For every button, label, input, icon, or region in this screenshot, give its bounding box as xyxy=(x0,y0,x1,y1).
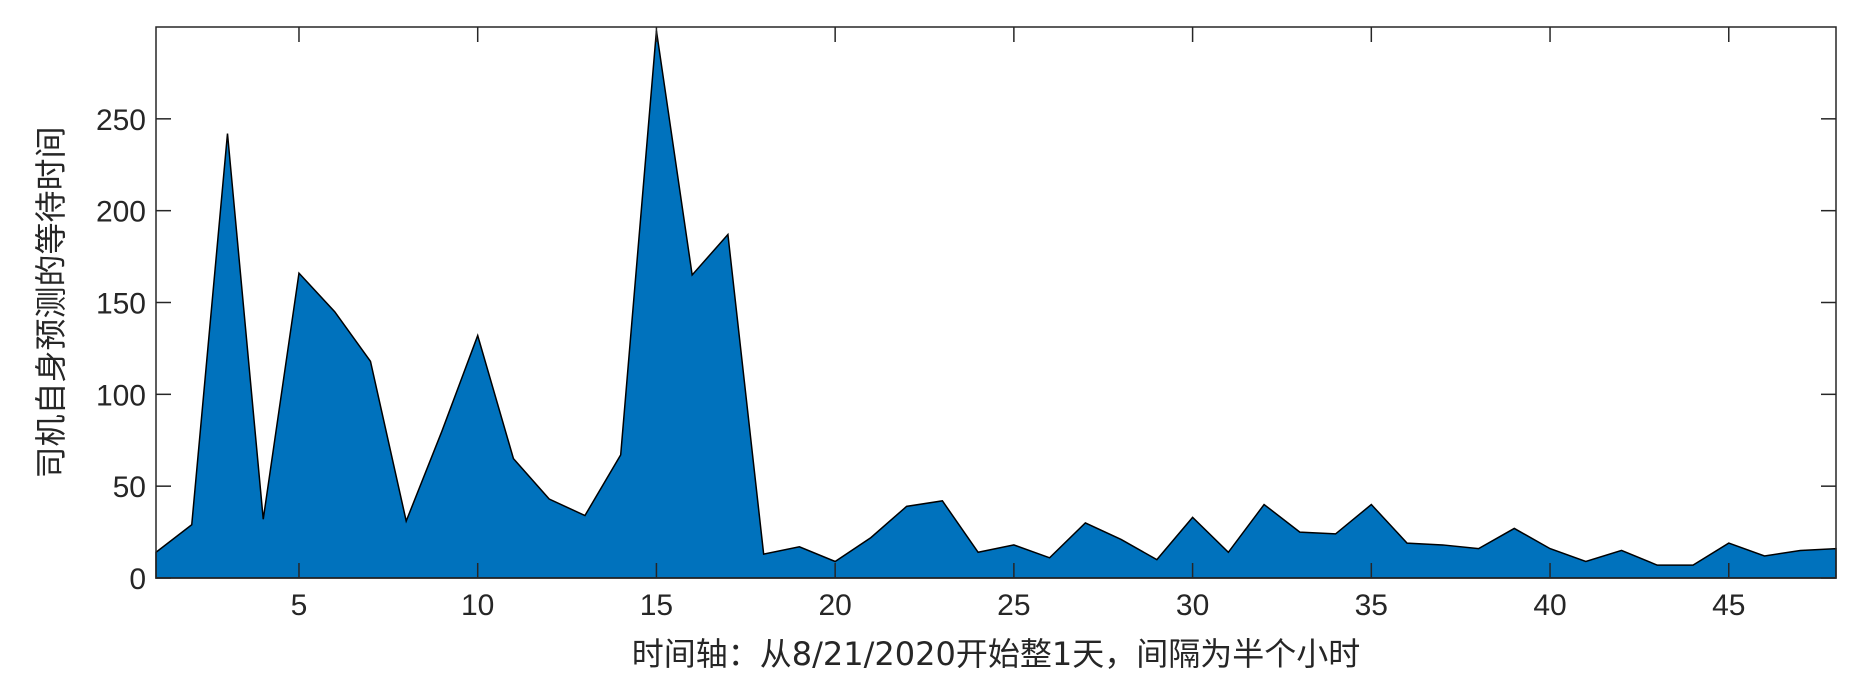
x-tick-label: 40 xyxy=(1533,589,1566,622)
axes-box xyxy=(155,26,1837,579)
x-tick-label: 20 xyxy=(818,589,851,622)
x-tick-label: 5 xyxy=(291,589,308,622)
y-tick-label: 100 xyxy=(96,379,146,412)
plot-area xyxy=(155,30,1837,579)
x-tick-label: 15 xyxy=(640,589,673,622)
area-series xyxy=(155,30,1837,579)
y-tick-label: 0 xyxy=(129,563,146,596)
y-tick-label: 250 xyxy=(96,104,146,137)
y-axis-label: 司机自身预测的等待时间 xyxy=(32,126,70,478)
x-tick-label: 25 xyxy=(997,589,1030,622)
axis-ticks xyxy=(156,27,1836,579)
x-tick-labels: 5 10 15 20 25 30 35 40 45 xyxy=(291,589,1746,622)
x-axis-label: 时间轴：从8/21/2020开始整1天，间隔为半个小时 xyxy=(632,635,1360,673)
x-tick-label: 30 xyxy=(1176,589,1209,622)
y-tick-labels: 0 50 100 150 200 250 xyxy=(96,104,146,596)
x-tick-label: 10 xyxy=(461,589,494,622)
y-tick-label: 150 xyxy=(96,288,146,321)
x-tick-label: 45 xyxy=(1712,589,1745,622)
y-tick-label: 50 xyxy=(113,471,146,504)
x-tick-label: 35 xyxy=(1355,589,1388,622)
y-tick-label: 200 xyxy=(96,196,146,229)
